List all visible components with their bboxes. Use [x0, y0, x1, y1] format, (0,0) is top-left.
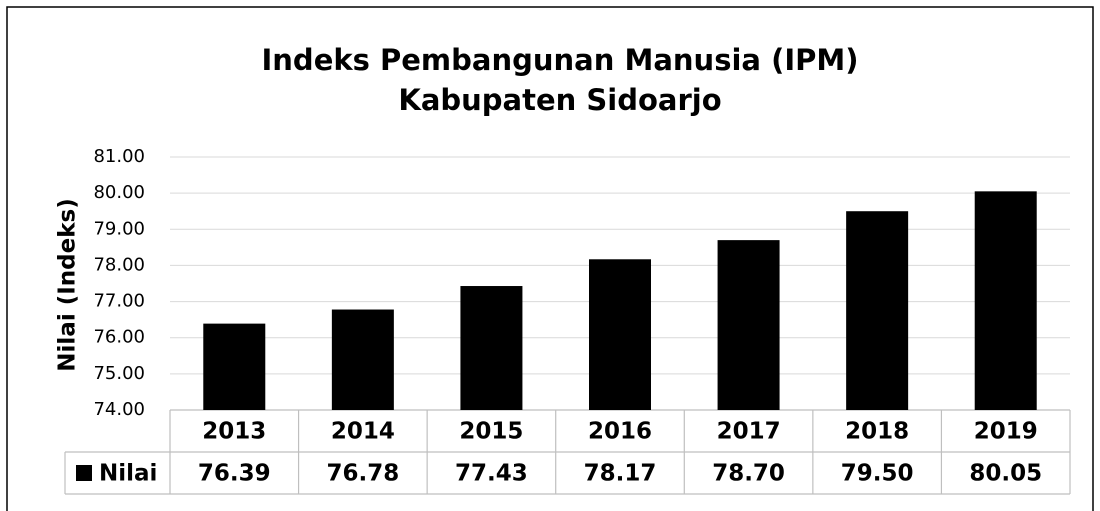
y-tick-label: 77.00: [93, 291, 145, 312]
chart-border: [6, 6, 1094, 511]
y-tick-label: 76.00: [93, 327, 145, 348]
legend-key: [76, 465, 92, 481]
data-label: 77.43: [455, 461, 528, 487]
x-tick-label: 2014: [331, 419, 395, 445]
chart-title: Kabupaten Sidoarjo: [398, 83, 721, 117]
y-tick-label: 78.00: [93, 254, 145, 275]
y-tick-label: 80.00: [93, 182, 145, 203]
bar: [589, 259, 651, 410]
legend-label: Nilai: [99, 461, 157, 487]
bar: [203, 323, 266, 410]
data-label: 76.39: [198, 461, 271, 487]
x-tick-label: 2016: [588, 419, 652, 445]
bar: [460, 286, 523, 410]
y-axis-label: Nilai (Indeks): [55, 198, 81, 371]
data-label: 80.05: [969, 461, 1042, 487]
data-label: 76.78: [326, 461, 399, 487]
bar: [846, 211, 909, 410]
bar: [717, 240, 780, 410]
x-tick-label: 2017: [717, 419, 781, 445]
data-label: 79.50: [841, 461, 914, 487]
x-tick-label: 2018: [845, 419, 909, 445]
bar: [974, 191, 1037, 410]
y-tick-label: 74.00: [93, 399, 145, 420]
x-tick-label: 2013: [202, 419, 266, 445]
x-tick-label: 2019: [974, 419, 1038, 445]
x-tick-label: 2015: [459, 419, 523, 445]
data-label: 78.70: [712, 461, 785, 487]
data-label: 78.17: [584, 461, 657, 487]
y-tick-label: 81.00: [93, 146, 145, 167]
chart-title: Indeks Pembangunan Manusia (IPM): [262, 43, 859, 77]
bar: [331, 309, 394, 410]
y-tick-label: 75.00: [93, 363, 145, 384]
y-tick-label: 79.00: [93, 218, 145, 239]
